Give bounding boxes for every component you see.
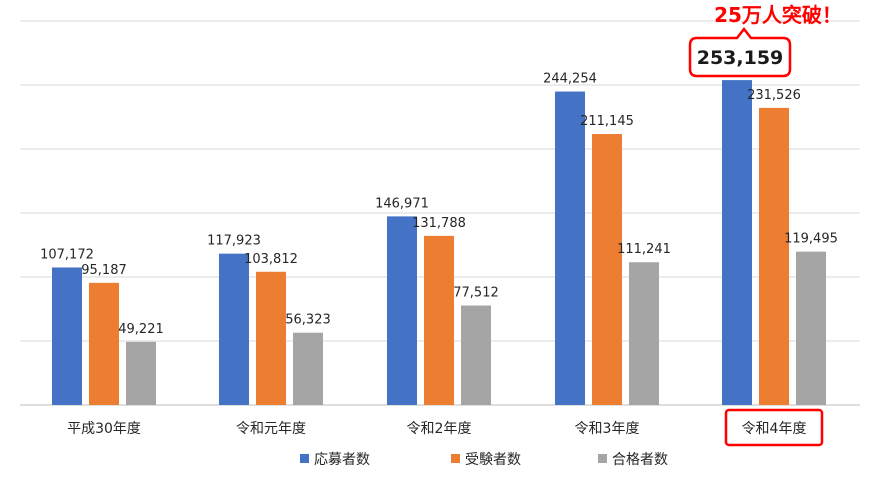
data-label: 103,812 [244,252,298,267]
legend-swatch [598,454,607,463]
callout-bubble [688,26,792,78]
data-label: 244,254 [543,72,597,87]
bar-1-4 [555,91,585,405]
bars-group [52,80,826,406]
category-labels-group: 平成30年度 令和元年度 令和2年度 令和3年度 令和4年度 [67,421,806,437]
bar-1-1 [52,267,82,405]
category-label: 令和元年度 [236,421,306,437]
data-label: 119,495 [784,232,838,247]
category-label: 令和4年度 [742,421,807,437]
data-label: 49,221 [118,322,164,337]
data-label: 111,241 [617,242,671,257]
data-label: 95,187 [81,263,127,278]
bar-1-5 [722,80,752,406]
legend-label: 合格者数 [612,452,668,468]
headline-text: 25万人突破！ [714,3,842,27]
highlight-annotation: 25万人突破！ 253,159 [688,3,842,447]
data-label: 131,788 [412,216,466,231]
bar-1-2 [219,253,249,405]
category-label: 令和3年度 [575,421,640,437]
callout-value: 253,159 [697,47,784,69]
data-label: 56,323 [285,313,331,328]
bar-3-2 [293,332,323,405]
bar-2-2 [256,271,286,405]
legend-swatch [451,454,460,463]
legend-label: 応募者数 [314,452,370,468]
highlight-category-box [724,408,824,447]
bar-3-1 [126,341,156,405]
bar-3-5 [796,251,826,405]
bar-2-3 [424,235,454,405]
category-label: 平成30年度 [67,421,141,437]
data-label: 117,923 [207,234,261,249]
gridlines [20,20,860,406]
bar-3-3 [461,305,491,405]
data-label: 107,172 [40,247,94,262]
bar-3-4 [629,262,659,405]
bar-2-5 [759,107,789,405]
bar-1-3 [387,216,417,405]
bar-2-1 [89,282,119,405]
bar-2-4 [592,134,622,405]
legend-swatch [300,454,309,463]
data-label: 146,971 [375,196,429,211]
data-label: 77,512 [453,286,499,301]
legend: 応募者数 受験者数 合格者数 [300,452,668,468]
category-label: 令和2年度 [407,421,472,437]
data-label: 231,526 [747,88,801,103]
legend-label: 受験者数 [465,452,521,468]
data-label: 211,145 [580,114,634,129]
